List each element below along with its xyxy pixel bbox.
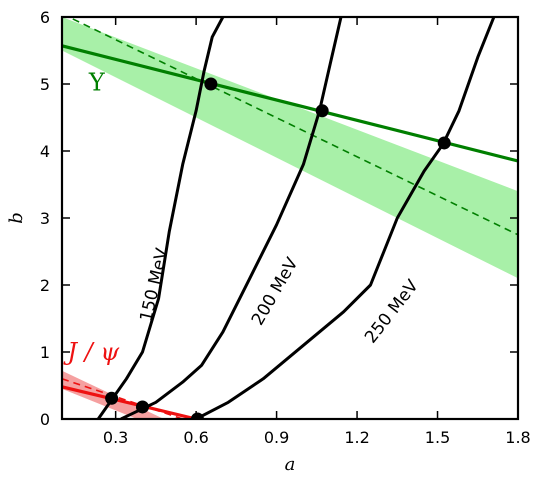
system-label-0: Υ [88,69,106,97]
dashed-line-1 [62,378,183,419]
intersection-point-0-0 [204,77,218,91]
x-tick-label: 0.6 [183,428,208,447]
curve-label-0: 150 MeV [136,246,172,324]
y-tick-label: 4 [40,142,50,161]
x-tick-label: 1.8 [505,428,530,447]
x-tick-label: 0.3 [103,428,128,447]
dashed-line-0 [66,17,518,236]
plot-area [62,17,518,419]
intersection-point-0-2 [437,136,451,150]
y-tick-label: 0 [40,410,50,429]
y-tick-label: 5 [40,75,50,94]
fit-line-1 [62,385,197,419]
y-tick-label: 3 [40,209,50,228]
y-tick-label: 2 [40,276,50,295]
intersection-point-1-2 [190,412,204,419]
y-tick-label: 1 [40,343,50,362]
y-axis-label: b [6,212,27,224]
x-tick-label: 0.9 [264,428,289,447]
intersection-point-0-1 [315,104,329,118]
temperature-curve-1 [120,17,343,419]
x-tick-label: 1.5 [425,428,450,447]
band-0 [62,17,518,279]
intersection-point-1-0 [105,391,119,405]
system-label-1: J / ψ [62,338,120,366]
x-tick-label: 1.2 [344,428,369,447]
temperature-curve-2 [195,17,496,419]
intersection-point-1-1 [135,400,149,414]
y-tick-label: 6 [40,8,50,27]
temperature-curve-0 [96,17,225,419]
axis-ticks [62,16,519,420]
x-axis-label: a [285,454,296,475]
